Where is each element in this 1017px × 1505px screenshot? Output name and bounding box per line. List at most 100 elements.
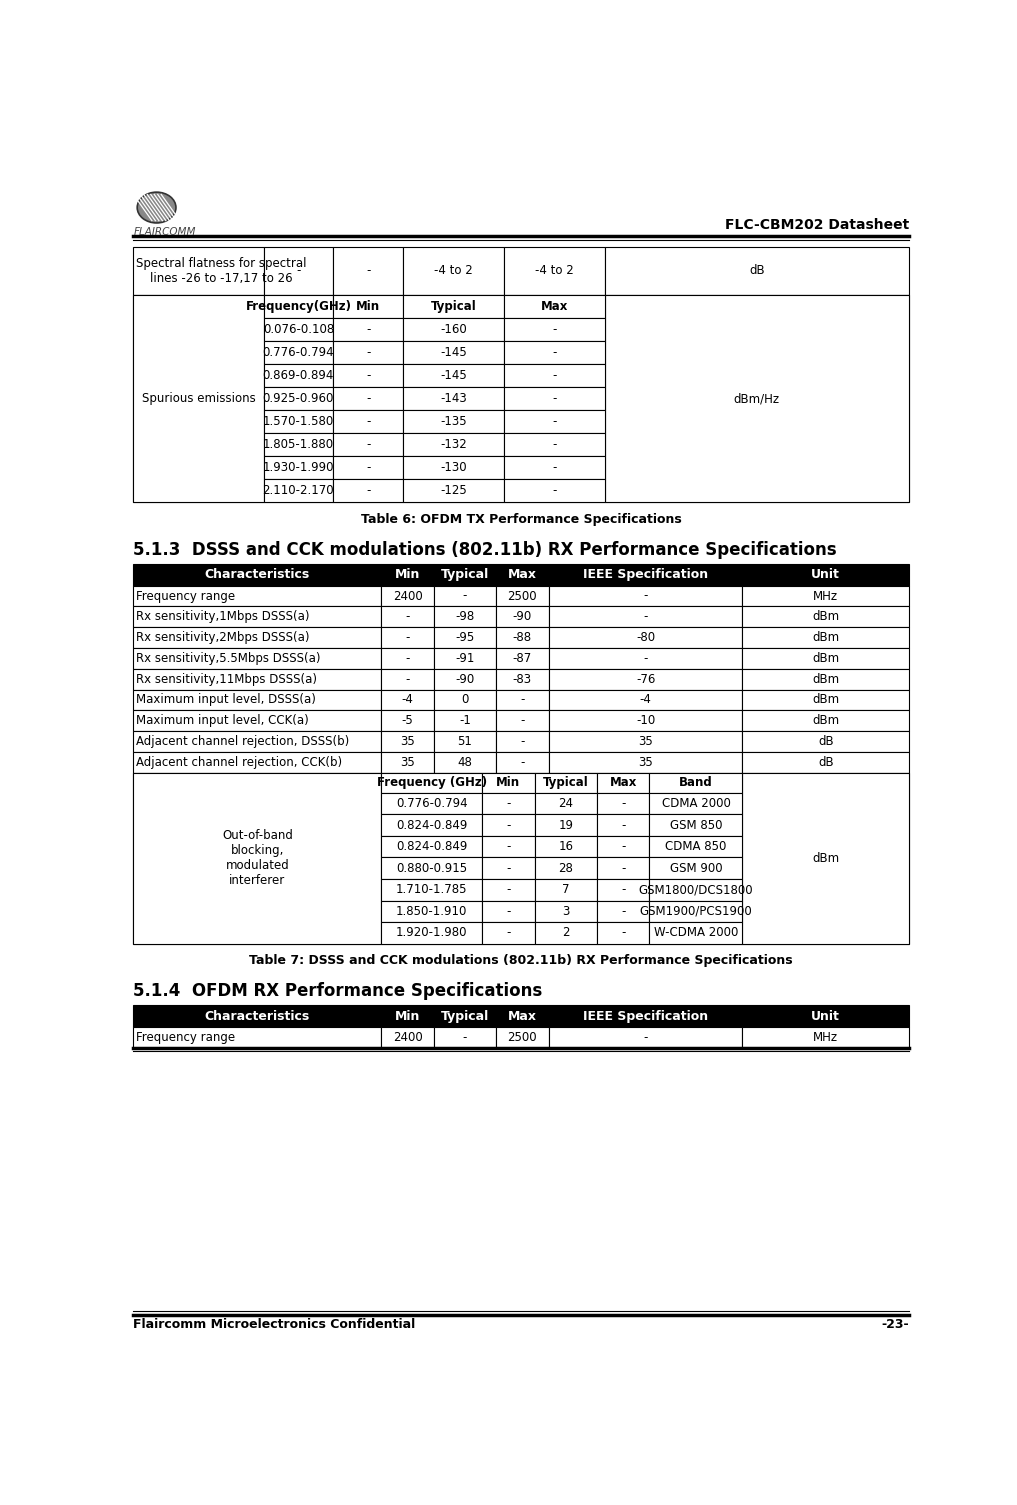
Text: 1.570-1.580: 1.570-1.580 <box>262 415 334 427</box>
Text: Band: Band <box>679 777 713 789</box>
Text: 0.824-0.849: 0.824-0.849 <box>396 840 468 853</box>
Text: Out-of-band
blocking,
modulated
interferer: Out-of-band blocking, modulated interfer… <box>222 829 293 888</box>
Bar <box>597 879 650 900</box>
Bar <box>650 858 742 879</box>
Bar <box>549 1005 742 1026</box>
Bar <box>482 814 535 835</box>
Text: -: - <box>520 756 525 769</box>
Bar <box>503 456 604 480</box>
Bar <box>742 772 909 944</box>
Bar <box>381 858 482 879</box>
Bar <box>434 689 496 710</box>
Text: Max: Max <box>609 777 637 789</box>
Text: dBm: dBm <box>813 631 839 644</box>
Text: -90: -90 <box>513 611 532 623</box>
Bar <box>482 879 535 900</box>
Bar <box>381 731 434 752</box>
Text: -: - <box>506 927 511 939</box>
Bar <box>381 689 434 710</box>
Text: -: - <box>644 590 648 602</box>
Bar <box>133 295 909 503</box>
Text: -88: -88 <box>513 631 532 644</box>
Text: -: - <box>552 485 556 498</box>
Text: -: - <box>296 265 301 277</box>
Bar <box>742 752 909 772</box>
Bar <box>503 295 604 318</box>
Text: 2500: 2500 <box>507 1031 537 1044</box>
Bar <box>434 628 496 649</box>
Text: Maximum input level, DSSS(a): Maximum input level, DSSS(a) <box>136 694 316 706</box>
Text: Frequency(GHz): Frequency(GHz) <box>245 299 352 313</box>
Bar <box>503 480 604 503</box>
Text: -: - <box>520 715 525 727</box>
Bar <box>742 668 909 689</box>
Text: 0.776-0.794: 0.776-0.794 <box>262 346 335 358</box>
Bar <box>597 900 650 923</box>
Bar <box>535 793 597 814</box>
Text: 7: 7 <box>562 883 570 897</box>
Bar <box>434 1005 496 1026</box>
Text: Rx sensitivity,11Mbps DSSS(a): Rx sensitivity,11Mbps DSSS(a) <box>136 673 317 686</box>
Bar <box>381 835 482 858</box>
Bar <box>604 247 909 295</box>
Bar <box>650 835 742 858</box>
Bar <box>133 247 263 295</box>
Bar <box>434 731 496 752</box>
Text: 0.076-0.108: 0.076-0.108 <box>262 322 334 336</box>
Bar <box>549 752 742 772</box>
Bar <box>403 318 503 340</box>
Bar <box>503 340 604 364</box>
Text: FLC-CBM202 Datasheet: FLC-CBM202 Datasheet <box>725 218 909 232</box>
Text: 28: 28 <box>558 862 574 874</box>
Text: -: - <box>621 798 625 810</box>
Bar <box>503 387 604 409</box>
Bar <box>133 772 381 944</box>
Text: -: - <box>552 415 556 427</box>
Text: 5.1.3  DSSS and CCK modulations (802.11b) RX Performance Specifications: 5.1.3 DSSS and CCK modulations (802.11b)… <box>133 540 837 558</box>
Bar <box>263 387 334 409</box>
Text: dBm: dBm <box>813 652 839 665</box>
Bar <box>403 340 503 364</box>
Text: -4 to 2: -4 to 2 <box>535 265 574 277</box>
Text: -: - <box>621 840 625 853</box>
Text: dBm: dBm <box>813 673 839 686</box>
Text: -143: -143 <box>440 391 467 405</box>
Bar <box>133 564 381 585</box>
Bar <box>334 480 403 503</box>
Bar <box>381 772 482 793</box>
Text: -125: -125 <box>440 485 467 498</box>
Text: CDMA 850: CDMA 850 <box>665 840 727 853</box>
Text: Typical: Typical <box>441 569 489 581</box>
Text: -: - <box>366 438 370 452</box>
Bar <box>403 433 503 456</box>
Bar <box>263 340 334 364</box>
Bar <box>381 649 434 668</box>
Text: -145: -145 <box>440 346 467 358</box>
Bar <box>434 1026 496 1047</box>
Text: 0: 0 <box>462 694 469 706</box>
Bar <box>650 879 742 900</box>
Bar <box>496 1026 549 1047</box>
Bar <box>742 689 909 710</box>
Text: IEEE Specification: IEEE Specification <box>583 1010 708 1022</box>
Text: 2400: 2400 <box>393 590 422 602</box>
Bar <box>334 295 403 318</box>
Bar <box>263 480 334 503</box>
Text: Table 7: DSSS and CCK modulations (802.11b) RX Performance Specifications: Table 7: DSSS and CCK modulations (802.1… <box>249 954 793 968</box>
Text: -95: -95 <box>456 631 475 644</box>
Text: Min: Min <box>496 777 521 789</box>
Text: -: - <box>552 391 556 405</box>
Text: -: - <box>463 590 467 602</box>
Bar <box>482 793 535 814</box>
Bar <box>496 1005 549 1026</box>
Bar <box>403 387 503 409</box>
Text: Min: Min <box>395 569 420 581</box>
Bar <box>133 585 381 607</box>
Bar <box>549 668 742 689</box>
Text: -: - <box>406 631 410 644</box>
Text: Frequency (GHz): Frequency (GHz) <box>376 777 487 789</box>
Bar <box>482 835 535 858</box>
Text: dB: dB <box>818 734 834 748</box>
Text: -: - <box>366 346 370 358</box>
Text: -: - <box>506 862 511 874</box>
